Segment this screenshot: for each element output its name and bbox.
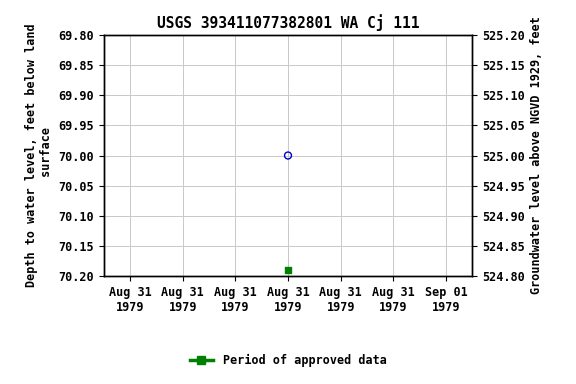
Y-axis label: Groundwater level above NGVD 1929, feet: Groundwater level above NGVD 1929, feet — [530, 17, 543, 295]
Y-axis label: Depth to water level, feet below land
 surface: Depth to water level, feet below land su… — [25, 24, 53, 287]
Point — [283, 267, 293, 273]
Point — [283, 152, 293, 159]
Legend: Period of approved data: Period of approved data — [185, 350, 391, 372]
Title: USGS 393411077382801 WA Cj 111: USGS 393411077382801 WA Cj 111 — [157, 14, 419, 31]
